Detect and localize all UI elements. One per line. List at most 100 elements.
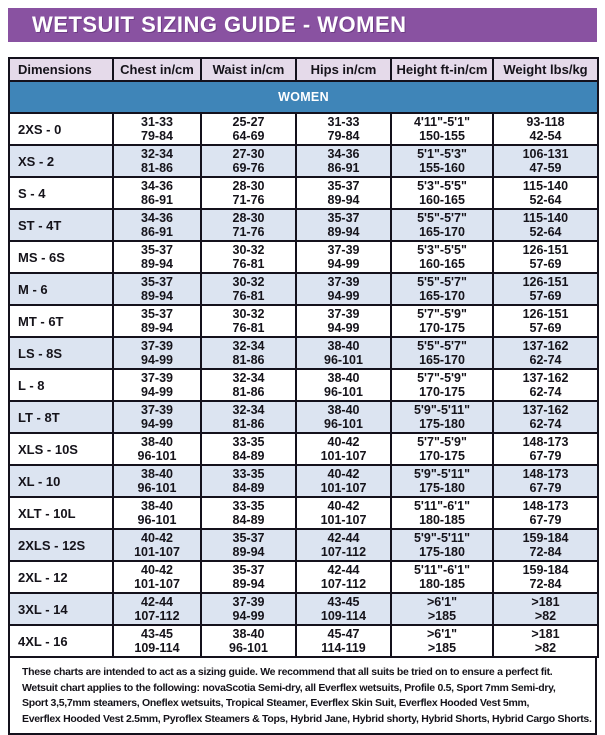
table-row: XLS - 10S 38-40 96-101 33-35 84-89 40-42 101-1… [8,432,599,466]
waist-cell: 33-35 84-89 [200,432,297,466]
chest-cell: 35-37 89-94 [112,272,202,306]
height-cell: 4'11"-5'1" 150-155 [390,112,494,146]
chest-cell: 43-45 109-114 [112,624,202,658]
hips-cell: 40-42 101-107 [295,432,392,466]
size-label: 4XL - 16 [8,624,114,658]
table-row: XL - 10 38-40 96-101 33-35 84-89 40-42 101-107… [8,464,599,498]
height-cell: 5'7"-5'9" 170-175 [390,432,494,466]
height-cell: 5'9"-5'11" 175-180 [390,464,494,498]
waist-cell: 32-34 81-86 [200,336,297,370]
size-label: MT - 6T [8,304,114,338]
height-cell: 5'11"-6'1" 180-185 [390,560,494,594]
chest-cell: 42-44 107-112 [112,592,202,626]
table-row: 2XLS - 12S 40-42 101-107 35-37 89-94 42-44 107… [8,528,599,562]
weight-cell: 115-140 52-64 [492,176,599,210]
column-header-height: Height ft-in/cm [390,57,494,82]
height-cell: 5'7"-5'9" 170-175 [390,304,494,338]
sizing-guide-page: WETSUIT SIZING GUIDE - WOMEN Dimensions … [8,8,599,735]
hips-cell: 40-42 101-107 [295,464,392,498]
chest-cell: 35-37 89-94 [112,240,202,274]
title-bar: WETSUIT SIZING GUIDE - WOMEN [8,8,597,42]
table-row: 2XL - 12 40-42 101-107 35-37 89-94 42-44 107-1… [8,560,599,594]
table-row: 3XL - 14 42-44 107-112 37-39 94-99 43-45 109-1… [8,592,599,626]
height-cell: 5'5"-5'7" 165-170 [390,272,494,306]
chest-cell: 38-40 96-101 [112,464,202,498]
weight-cell: 93-118 42-54 [492,112,599,146]
size-label: LS - 8S [8,336,114,370]
weight-cell: >181 >82 [492,592,599,626]
footer-note-box: These charts are intended to act as a si… [8,658,597,735]
hips-cell: 37-39 94-99 [295,240,392,274]
chest-cell: 38-40 96-101 [112,496,202,530]
waist-cell: 30-32 76-81 [200,304,297,338]
size-label: L - 8 [8,368,114,402]
table-row: XS - 2 32-34 81-86 27-30 69-76 34-36 86-91 5'1"… [8,144,599,178]
chest-cell: 37-39 94-99 [112,400,202,434]
hips-cell: 31-33 79-84 [295,112,392,146]
size-table-header: Dimensions Chest in/cm Waist in/cm Hips … [8,57,599,82]
height-cell: 5'11"-6'1" 180-185 [390,496,494,530]
size-label: ST - 4T [8,208,114,242]
hips-cell: 38-40 96-101 [295,400,392,434]
table-row: MS - 6S 35-37 89-94 30-32 76-81 37-39 94-99 5'3… [8,240,599,274]
waist-cell: 33-35 84-89 [200,464,297,498]
hips-cell: 45-47 114-119 [295,624,392,658]
size-label: XLT - 10L [8,496,114,530]
weight-cell: 137-162 62-74 [492,336,599,370]
waist-cell: 35-37 89-94 [200,560,297,594]
size-label: MS - 6S [8,240,114,274]
table-row: LS - 8S 37-39 94-99 32-34 81-86 38-40 96-101 5'… [8,336,599,370]
waist-cell: 27-30 69-76 [200,144,297,178]
weight-cell: 126-151 57-69 [492,272,599,306]
page-title: WETSUIT SIZING GUIDE - WOMEN [32,12,407,37]
chest-cell: 40-42 101-107 [112,560,202,594]
hips-cell: 34-36 86-91 [295,144,392,178]
hips-cell: 37-39 94-99 [295,272,392,306]
weight-cell: 126-151 57-69 [492,304,599,338]
column-header-dimensions: Dimensions [8,57,114,82]
footer-line: Sport 3,5,7mm steamers, Oneflex wetsuits… [22,697,530,709]
column-header-waist: Waist in/cm [200,57,297,82]
hips-cell: 35-37 89-94 [295,208,392,242]
hips-cell: 40-42 101-107 [295,496,392,530]
size-label: XL - 10 [8,464,114,498]
hips-cell: 37-39 94-99 [295,304,392,338]
table-row: 4XL - 16 43-45 109-114 38-40 96-101 45-47 114-… [8,624,599,658]
weight-cell: 126-151 57-69 [492,240,599,274]
table-row: LT - 8T 37-39 94-99 32-34 81-86 38-40 96-101 5'… [8,400,599,434]
chest-cell: 35-37 89-94 [112,304,202,338]
weight-cell: 159-184 72-84 [492,560,599,594]
size-label: XLS - 10S [8,432,114,466]
hips-cell: 42-44 107-112 [295,528,392,562]
hips-cell: 38-40 96-101 [295,336,392,370]
chest-cell: 34-36 86-91 [112,176,202,210]
group-row-women: WOMEN [8,80,599,114]
chest-cell: 32-34 81-86 [112,144,202,178]
waist-cell: 30-32 76-81 [200,272,297,306]
size-table-body: WOMEN 2XS - 0 31-33 79-84 25-27 64-69 31-33 79… [8,80,599,658]
table-row: XLT - 10L 38-40 96-101 33-35 84-89 40-42 101-1… [8,496,599,530]
height-cell: >6'1" >185 [390,592,494,626]
hips-cell: 38-40 96-101 [295,368,392,402]
table-row: ST - 4T 34-36 86-91 28-30 71-76 35-37 89-94 5'5… [8,208,599,242]
weight-cell: 148-173 67-79 [492,464,599,498]
column-header-chest: Chest in/cm [112,57,202,82]
hips-cell: 42-44 107-112 [295,560,392,594]
height-cell: 5'3"-5'5" 160-165 [390,176,494,210]
footer-line: Wetsuit chart applies to the following: … [22,681,556,694]
height-cell: 5'5"-5'7" 165-170 [390,208,494,242]
size-table: Dimensions Chest in/cm Waist in/cm Hips … [8,57,599,658]
weight-cell: 106-131 47-59 [492,144,599,178]
waist-cell: 32-34 81-86 [200,400,297,434]
chest-cell: 37-39 94-99 [112,336,202,370]
waist-cell: 28-30 71-76 [200,208,297,242]
table-row: S - 4 34-36 86-91 28-30 71-76 35-37 89-94 5'3"-… [8,176,599,210]
footer-line: These charts are intended to act as a si… [22,666,553,678]
column-header-hips: Hips in/cm [295,57,392,82]
footer-line: Everflex Hooded Vest 2.5mm, Pyroflex Ste… [22,712,592,725]
weight-cell: 137-162 62-74 [492,368,599,402]
size-label: S - 4 [8,176,114,210]
size-label: 2XS - 0 [8,112,114,146]
chest-cell: 31-33 79-84 [112,112,202,146]
header-row: Dimensions Chest in/cm Waist in/cm Hips … [8,57,599,82]
